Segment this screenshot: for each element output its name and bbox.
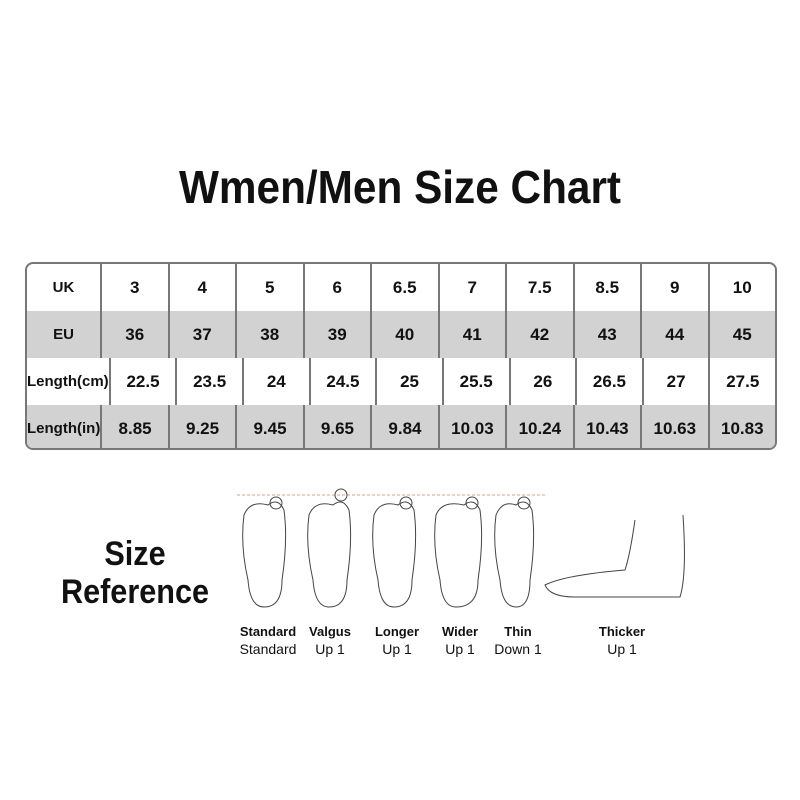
row-header-text: (cm) — [77, 373, 109, 390]
foot-outline — [307, 501, 352, 608]
foot-type: Valgus — [309, 624, 351, 639]
size-reference-item: Thin Down 1 — [478, 624, 558, 657]
row-header: EU — [27, 311, 100, 358]
table-cell: 10.83 — [707, 405, 775, 448]
table-cell: 8.85 — [100, 405, 167, 448]
table-cell: 41 — [437, 311, 506, 358]
foot-type: Longer — [374, 624, 420, 639]
size-reference-item: Valgus Up 1 — [290, 624, 370, 657]
size-advice: Standard — [239, 641, 297, 657]
row-header: Length (cm) — [27, 358, 109, 405]
foot-outline — [494, 501, 535, 608]
row-header: Length (in) — [27, 405, 101, 448]
big-toe — [517, 496, 531, 510]
row-header-text: UK — [52, 279, 75, 296]
foot-type: Thicker — [598, 624, 646, 639]
table-cell: 5 — [235, 264, 303, 311]
row-header-text: (in) — [77, 420, 101, 437]
row-header-text: Length — [27, 373, 77, 390]
foot-type: Thin — [504, 624, 532, 639]
table-cell: 40 — [370, 311, 438, 358]
big-toe — [465, 496, 479, 510]
foot-type: Wider — [442, 624, 478, 639]
table-cell: 42 — [505, 311, 573, 358]
size-reference-item: Thicker Up 1 — [582, 624, 662, 657]
table-cell: 3 — [100, 264, 168, 311]
table-cell: 22.5 — [108, 358, 176, 405]
table-cell: 6.5 — [370, 264, 438, 311]
row-header: UK — [27, 264, 100, 311]
table-cell: 24 — [241, 358, 309, 405]
page-title: Wmen/Men Size Chart — [178, 161, 622, 213]
table-cell: 9 — [640, 264, 708, 311]
table-cell: 44 — [640, 311, 708, 358]
size-advice: Up 1 — [382, 641, 412, 657]
table-cell: 10 — [707, 264, 776, 311]
table-cell: 38 — [235, 311, 303, 358]
size-reference-line1: Size — [104, 535, 166, 573]
side-foot-outline — [544, 514, 685, 598]
table-cell: 6 — [302, 264, 371, 311]
table-cell: 45 — [707, 311, 776, 358]
table-cell: 27.5 — [708, 358, 775, 405]
size-advice: Up 1 — [607, 641, 637, 657]
big-toe — [399, 496, 413, 510]
size-reference-title: Size Reference — [59, 535, 212, 611]
size-reference-line2: Reference — [61, 573, 209, 611]
table-cell: 7.5 — [505, 264, 573, 311]
table-cell: 9.84 — [370, 405, 437, 448]
foot-outline — [372, 501, 417, 608]
table-cell: 27 — [641, 358, 709, 405]
big-toe — [334, 488, 348, 502]
table-cell: 10.24 — [505, 405, 572, 448]
foot-illustrations — [237, 488, 685, 608]
foot-type: Standard — [239, 624, 297, 639]
table-row: Length (cm) 22.5 23.5 24 24.5 25 25.5 26 26.5 27 27… — [27, 358, 775, 405]
foot-outline — [434, 501, 483, 608]
foot-outline — [242, 501, 287, 608]
table-cell: 25 — [375, 358, 442, 405]
size-table: UK 3 4 5 6 6.5 7 7.5 8.5 9 10 EU 36 37 38 39 40 41 42 43 44 4… — [25, 262, 777, 450]
table-row: UK 3 4 5 6 6.5 7 7.5 8.5 9 10 — [27, 264, 775, 311]
size-reference-item: Standard Standard — [228, 624, 308, 657]
table-row: Length (in) 8.85 9.25 9.45 9.65 9.84 10.03 10.24… — [27, 405, 775, 448]
table-cell: 43 — [572, 311, 641, 358]
size-advice: Up 1 — [315, 641, 345, 657]
table-row: EU 36 37 38 39 40 41 42 43 44 45 — [27, 311, 775, 358]
table-cell: 26.5 — [575, 358, 642, 405]
size-advice: Up 1 — [445, 641, 475, 657]
table-cell: 23.5 — [175, 358, 242, 405]
size-reference-item: Wider Up 1 — [420, 624, 500, 657]
table-cell: 10.03 — [437, 405, 505, 448]
table-cell: 24.5 — [308, 358, 376, 405]
table-cell: 9.45 — [235, 405, 302, 448]
size-advice: Down 1 — [494, 641, 542, 657]
table-cell: 39 — [302, 311, 371, 358]
row-header-text: Length — [27, 420, 77, 437]
table-cell: 9.25 — [167, 405, 235, 448]
size-reference-item: Longer Up 1 — [357, 624, 437, 657]
table-cell: 7 — [437, 264, 506, 311]
table-cell: 36 — [100, 311, 168, 358]
row-header-text: EU — [53, 326, 74, 343]
table-cell: 9.65 — [302, 405, 370, 448]
table-cell: 10.63 — [640, 405, 707, 448]
table-cell: 26 — [508, 358, 576, 405]
table-cell: 37 — [167, 311, 236, 358]
big-toe — [269, 496, 283, 510]
table-cell: 10.43 — [572, 405, 640, 448]
table-cell: 8.5 — [572, 264, 641, 311]
table-cell: 25.5 — [441, 358, 509, 405]
table-cell: 4 — [167, 264, 236, 311]
